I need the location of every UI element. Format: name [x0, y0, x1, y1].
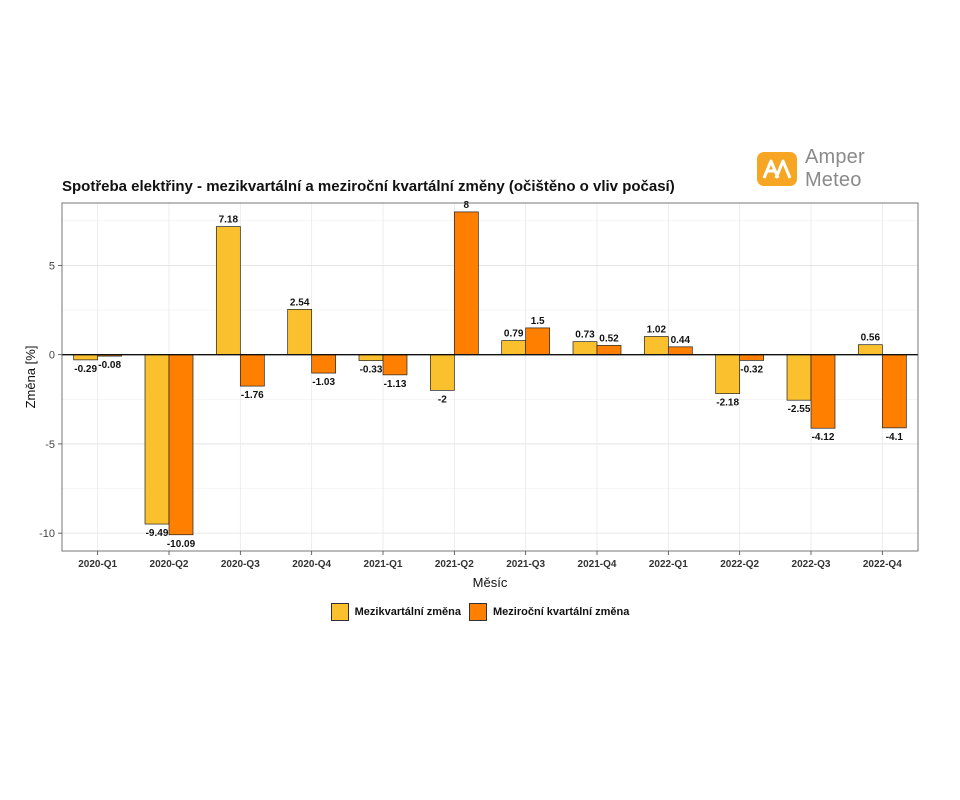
x-tick-label: 2021-Q2 — [435, 559, 474, 570]
bar-2021-Q4-series-1 — [572, 341, 598, 356]
bar-2020-Q2-series-1 — [144, 354, 170, 525]
y-tick-label: -5 — [45, 439, 55, 451]
x-tick-label: 2020-Q1 — [78, 559, 117, 570]
data-label: 0.79 — [504, 329, 524, 340]
y-tick-label: 0 — [49, 350, 55, 362]
x-tick-label: 2020-Q2 — [150, 559, 189, 570]
data-label: 0.73 — [575, 330, 595, 341]
bar-2022-Q1-series-2 — [667, 346, 693, 356]
bar-2022-Q3-series-2 — [810, 354, 836, 429]
data-label: -2.55 — [788, 404, 811, 415]
bar-2021-Q2-series-1 — [429, 354, 455, 391]
y-tick-label: 5 — [49, 260, 55, 272]
bar-2022-Q4-series-1 — [857, 344, 883, 356]
legend-swatch-series-1 — [330, 603, 349, 621]
legend-item-series-2: Meziroční kvartální změna — [469, 603, 629, 621]
data-label: -2.18 — [716, 398, 739, 409]
x-tick-label: 2021-Q3 — [506, 559, 545, 570]
bar-2022-Q1-series-1 — [643, 336, 669, 356]
bar-2022-Q2-series-2 — [739, 354, 765, 361]
bar-2022-Q4-series-2 — [881, 354, 907, 429]
data-label: -1.13 — [384, 379, 407, 390]
data-label: -0.29 — [74, 364, 97, 375]
y-axis-title: Změna [%] — [23, 346, 38, 409]
data-label: 1.5 — [531, 316, 545, 327]
legend: Mezikvartální změna Meziroční kvartální … — [0, 603, 960, 621]
data-label: -9.49 — [146, 528, 169, 539]
bar-2021-Q3-series-1 — [501, 340, 527, 356]
bar-2022-Q3-series-1 — [786, 354, 812, 401]
x-tick-label: 2021-Q4 — [578, 559, 617, 570]
legend-label-series-1: Mezikvartální změna — [354, 606, 462, 618]
bar-2020-Q3-series-2 — [239, 354, 265, 387]
bar-2021-Q3-series-2 — [525, 327, 551, 356]
data-label: -1.03 — [312, 377, 335, 388]
data-label: 0.56 — [861, 333, 881, 344]
bar-2020-Q2-series-2 — [168, 354, 194, 536]
y-tick-label: -10 — [39, 528, 55, 540]
legend-label-series-2: Meziroční kvartální změna — [493, 606, 630, 618]
bar-2021-Q1-series-2 — [382, 354, 408, 376]
data-label: 0.52 — [599, 333, 619, 344]
x-tick-label: 2022-Q1 — [649, 559, 688, 570]
data-label: 0.44 — [671, 335, 691, 346]
chart-title: Spotřeba elektřiny - mezikvartální a mez… — [62, 178, 675, 195]
logo: Amper Meteo — [757, 146, 927, 191]
bar-2021-Q2-series-2 — [453, 211, 479, 356]
bar-2020-Q4-series-1 — [287, 309, 313, 356]
data-label: -4.12 — [812, 432, 835, 443]
x-tick-label: 2020-Q4 — [292, 559, 331, 570]
bar-2020-Q3-series-1 — [215, 226, 241, 356]
data-label: -10.09 — [167, 539, 196, 550]
data-label: -1.76 — [241, 390, 264, 401]
legend-swatch-series-2 — [469, 603, 488, 621]
bar-2020-Q1-series-1 — [73, 354, 99, 361]
data-label: -0.08 — [98, 360, 121, 371]
legend-item-series-1: Mezikvartální změna — [330, 603, 462, 621]
x-tick-label: 2022-Q2 — [720, 559, 759, 570]
bar-2021-Q1-series-1 — [358, 354, 384, 361]
data-label: 2.54 — [290, 297, 310, 308]
x-tick-label: 2021-Q1 — [364, 559, 403, 570]
plot-border — [61, 202, 919, 552]
bar-2021-Q4-series-2 — [596, 345, 622, 356]
data-label: 7.18 — [219, 215, 239, 226]
data-label: -2 — [438, 394, 447, 405]
x-axis-title: Měsíc — [473, 575, 508, 590]
x-tick-label: 2020-Q3 — [221, 559, 260, 570]
amper-meteo-logo-icon — [757, 152, 797, 186]
data-label: -4.1 — [886, 432, 904, 443]
x-tick-label: 2022-Q3 — [792, 559, 831, 570]
data-label: 1.02 — [647, 324, 667, 335]
data-label: 8 — [464, 200, 470, 211]
x-tick-label: 2022-Q4 — [863, 559, 902, 570]
data-label: -0.32 — [740, 364, 763, 375]
bar-2020-Q4-series-2 — [311, 354, 337, 374]
bar-2022-Q2-series-1 — [715, 354, 741, 394]
logo-text: Amper Meteo — [804, 146, 865, 191]
data-label: -0.33 — [360, 365, 383, 376]
